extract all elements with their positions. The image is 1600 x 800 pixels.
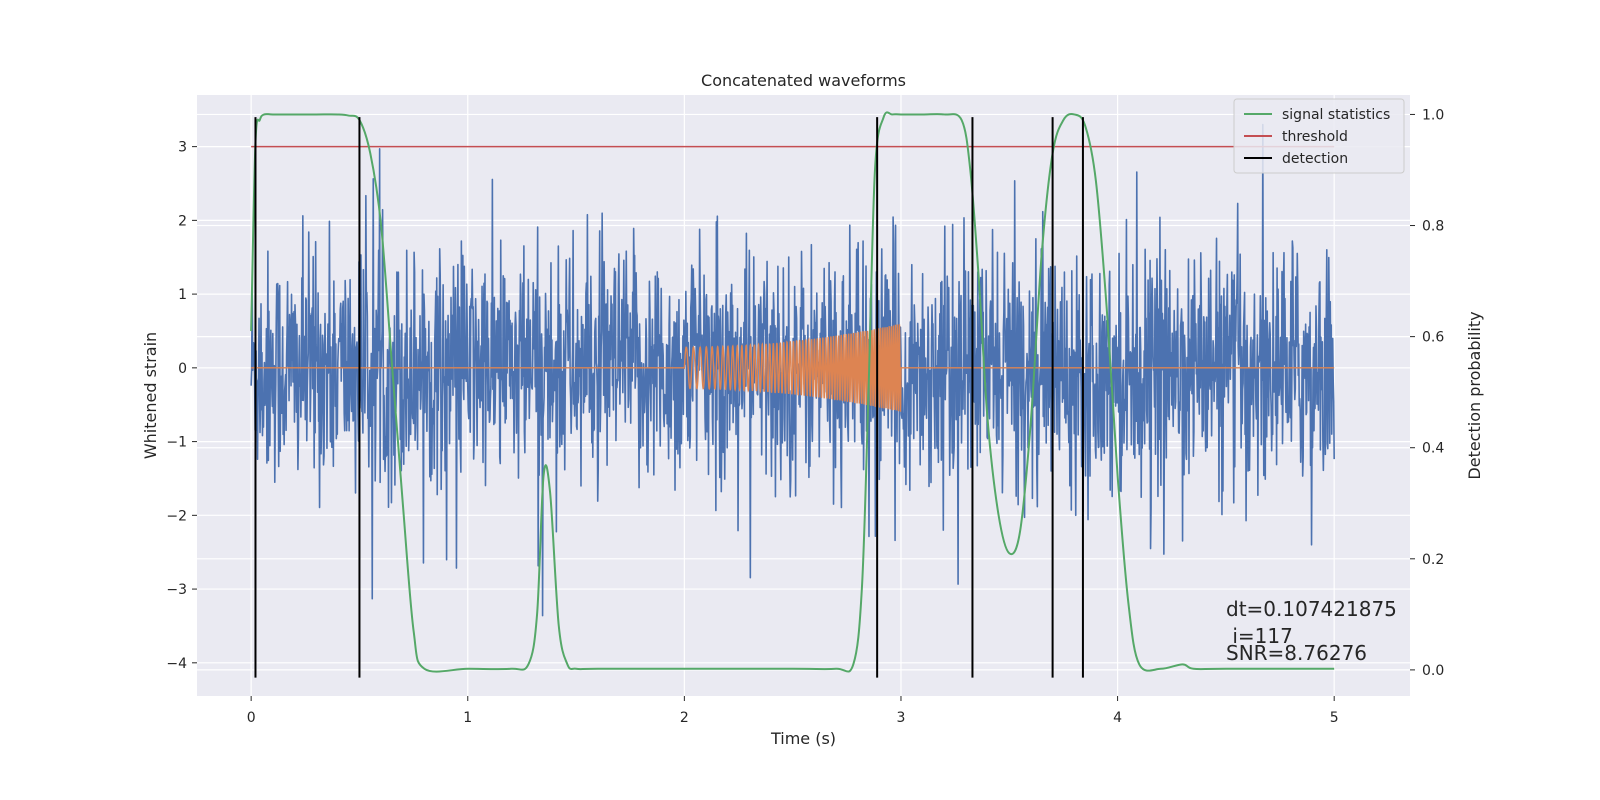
y-tick-label: −2 [166,508,187,524]
x-tick-label: 4 [1113,710,1122,726]
chart-title: Concatenated waveforms [701,71,906,90]
y2-tick-label: 0.4 [1422,441,1444,457]
signal-statistics-line [250,111,1335,673]
y-tick-label: 0 [178,361,187,377]
y-tick-label: 3 [178,140,187,156]
x-tick-label: 5 [1330,710,1339,726]
injected-signal-line [251,324,1335,412]
y-axis-label: Whitened strain [141,332,160,459]
x-tick-label: 2 [680,710,689,726]
legend: signal statistics threshold detection [1233,98,1405,174]
y2-tick-label: 0.0 [1422,663,1444,679]
annotation-snr: SNR=8.76276 [1226,641,1367,665]
axes: 0 1 2 3 4 5 −4 −3 −2 −1 0 1 2 3 0.0 0.2 0.4 0.6 0.8 1.0 [166,107,1444,726]
y2-tick-label: 0.8 [1422,219,1444,235]
y-tick-label: −4 [166,656,187,672]
y-tick-label: −1 [166,435,187,451]
plot-content [250,111,1335,678]
legend-box [1233,98,1405,174]
x-axis-label: Time (s) [770,729,836,748]
x-tick-label: 3 [897,710,906,726]
x-tick-label: 1 [463,710,472,726]
legend-entry-signal-statistics: signal statistics [1282,107,1390,123]
y2-tick-label: 0.6 [1422,330,1444,346]
y-tick-label: −3 [166,582,187,598]
annotation-dt: dt=0.107421875 [1226,597,1397,621]
y2-tick-label: 1.0 [1422,107,1444,123]
annotation-index: i=117 [1226,624,1293,648]
y2-tick-label: 0.2 [1422,552,1444,568]
y-tick-label: 1 [178,287,187,303]
legend-entry-threshold: threshold [1282,129,1348,145]
x-tick-label: 0 [247,710,256,726]
y2-axis-label: Detection probability [1465,311,1484,479]
y-tick-label: 2 [178,213,187,229]
legend-entry-detection: detection [1282,151,1348,167]
